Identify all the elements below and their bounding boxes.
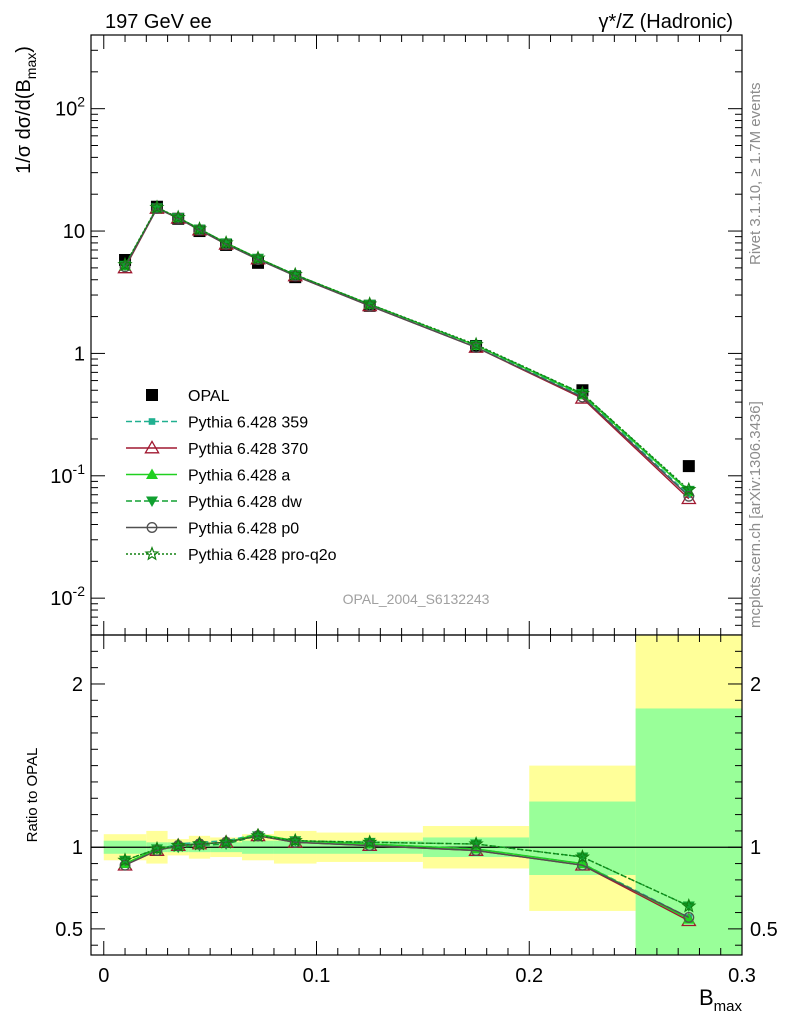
ratio-point-pp0	[683, 911, 695, 923]
ratio-y-tick-label: 0.5	[55, 919, 83, 941]
header-energy-label: 197 GeV ee	[105, 11, 212, 33]
analysis-id-label: OPAL_2004_S6132243	[343, 591, 490, 607]
mc-point-pp0	[119, 261, 131, 273]
legend-entry-p359: Pythia 6.428 359	[126, 415, 308, 432]
ratio-point-pq2o	[218, 834, 234, 849]
legend-entry-pdw: Pythia 6.428 dw	[126, 494, 302, 511]
mc-point-pp0	[220, 238, 232, 250]
legend-label: OPAL	[188, 388, 230, 405]
mc-point-pq2o	[362, 296, 378, 311]
legend-label: Pythia 6.428 359	[188, 415, 308, 432]
main-y-axis-label: 1/σ dσ/d(Bmax)	[13, 46, 39, 174]
mc-point-pq2o	[574, 385, 590, 400]
legend-label: Pythia 6.428 a	[188, 468, 290, 485]
legend-marker	[146, 522, 158, 533]
ratio-y-axis-label: Ratio to OPAL	[24, 748, 41, 843]
mc-point-p370	[681, 490, 697, 505]
main-panel-frame	[90, 34, 743, 636]
series-pp0	[119, 202, 695, 502]
ratio-point-pq2o	[681, 898, 697, 913]
mc-point-pq2o	[681, 481, 697, 497]
legend-label: Pythia 6.428 370	[188, 441, 308, 458]
ratio-point-pq2o	[149, 840, 165, 856]
mc-point-pq2o	[218, 234, 234, 250]
legend-label: Pythia 6.428 pro-q2o	[188, 547, 337, 564]
main-panel: 10-2 10-1 1 10 102 1/σ dσ/d(Bmax) OPAL_2004_…	[13, 34, 743, 636]
series-p370	[117, 200, 697, 505]
ratio-series-pq2o	[117, 827, 697, 913]
legend-marker	[148, 418, 156, 425]
rivet-version-label: Rivet 3.1.10, ≥ 1.7M events	[747, 83, 764, 266]
ratio-line-pq2o	[124, 835, 690, 907]
ratio-y-tick-label-right: 0.5	[750, 919, 778, 941]
legend-marker	[146, 389, 158, 401]
ratio-point-pq2o	[250, 827, 266, 843]
mc-point-pq2o	[468, 336, 484, 352]
ratio-point-pp0	[289, 836, 301, 848]
mc-point-pp0	[683, 490, 695, 502]
ratio-y-tick-label-right: 1	[750, 837, 761, 859]
legend-entry-data: OPAL	[146, 388, 230, 405]
mc-point-pp0	[194, 224, 205, 236]
opal-data-point	[682, 460, 695, 473]
x-tick-label: 0.1	[303, 965, 331, 987]
ratio-point-pq2o	[170, 837, 186, 853]
mc-point-pq2o	[149, 199, 165, 214]
mcplots-label: mcplots.cern.ch [arXiv:1306.3436]	[747, 401, 764, 628]
y-tick-label: 10-2	[50, 583, 85, 610]
x-tick-label: 0.3	[728, 965, 756, 987]
ratio-point-pq2o	[191, 836, 208, 851]
ratio-point-pq2o	[574, 848, 590, 864]
mc-point-pq2o	[287, 266, 303, 282]
mc-point-pq2o	[170, 209, 186, 224]
y-tick-label: 102	[55, 94, 85, 121]
y-tick-label: 10-1	[50, 461, 85, 488]
legend-label: Pythia 6.428 p0	[188, 521, 299, 538]
mc-point-pq2o	[191, 221, 208, 236]
ratio-point-pq2o	[362, 834, 378, 849]
legend-entry-p370: Pythia 6.428 370	[126, 440, 308, 458]
mc-line-pq2o	[124, 206, 690, 491]
ratio-y-tick-label: 2	[72, 674, 83, 696]
x-tick-label: 0.2	[515, 965, 543, 987]
ratio-panel: 0 0.1 0.2 0.3 0.5 0.5 1 1 2 2 Ratio to OPAL Bmax	[24, 634, 778, 1015]
x-tick-label: 0	[98, 965, 109, 987]
ratio-point-pq2o	[117, 852, 133, 867]
legend-marker	[144, 546, 160, 561]
ratio-y-tick-label-right: 2	[750, 674, 761, 696]
mc-point-pq2o	[117, 256, 133, 272]
series-pq2o	[117, 199, 697, 497]
mc-point-pp0	[151, 202, 163, 214]
ratio-point-pq2o	[287, 832, 303, 848]
legend-entry-pp0: Pythia 6.428 p0	[126, 521, 299, 538]
ratio-point-pq2o	[468, 836, 484, 851]
y-tick-label: 1	[74, 343, 85, 365]
mc-point-pp0	[252, 254, 264, 265]
header-process-label: γ*/Z (Hadronic)	[599, 11, 733, 33]
mc-point-pq2o	[250, 250, 266, 265]
mc-point-pp0	[470, 341, 482, 353]
ratio-panel-frame	[90, 634, 743, 956]
legend-label: Pythia 6.428 dw	[188, 494, 302, 511]
ratio-point-pp0	[470, 845, 482, 856]
ratio-y-tick-label: 1	[72, 837, 83, 859]
legend-entry-pq2o: Pythia 6.428 pro-q2o	[126, 546, 337, 564]
legend: OPAL Pythia 6.428 359 Pythia 6.428 370 Pyth…	[126, 388, 337, 564]
x-axis-label: Bmax	[699, 985, 743, 1015]
mc-point-pp0	[172, 212, 184, 224]
legend-entry-pa: Pythia 6.428 a	[126, 468, 290, 485]
legend-marker	[146, 468, 158, 479]
legend-marker	[146, 496, 158, 507]
legend-marker	[144, 440, 160, 454]
mc-line-pp0	[124, 207, 690, 497]
y-tick-label: 10	[63, 221, 85, 243]
ratio-point-pp0	[364, 840, 376, 852]
